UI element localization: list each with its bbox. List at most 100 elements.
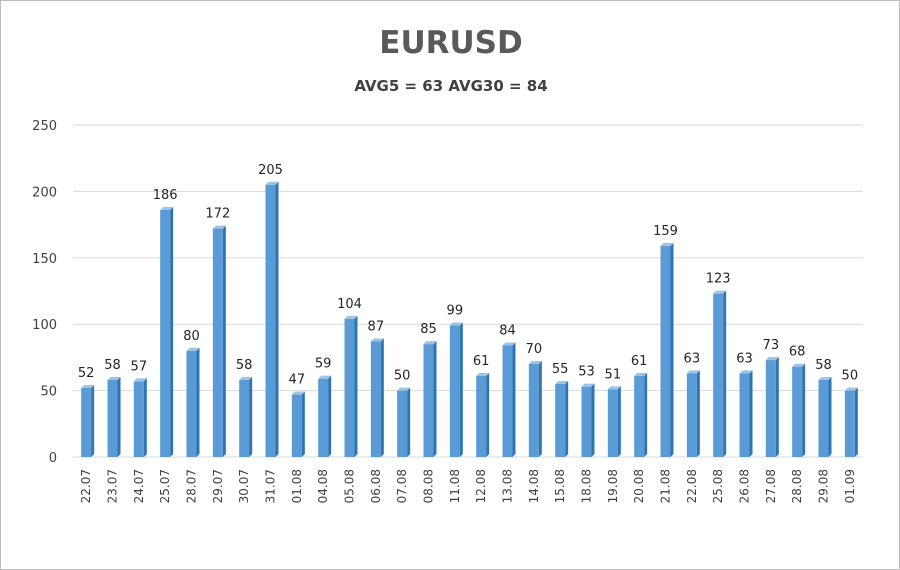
bar-side (617, 386, 621, 457)
x-tick-label: 05.08 (343, 469, 357, 503)
bar (239, 376, 253, 457)
bar (397, 387, 411, 457)
y-tick-label: 50 (40, 385, 57, 400)
bar-side (854, 387, 858, 457)
bar-side (802, 363, 806, 457)
x-tick-label: 25.07 (158, 469, 172, 503)
bar-front (186, 350, 197, 457)
bar-side (749, 370, 753, 457)
x-tick-label: 28.08 (790, 469, 804, 503)
bar-top (133, 378, 147, 382)
bar-front (476, 375, 487, 457)
x-tick-label: 27.08 (764, 469, 778, 503)
x-tick-label: 22.08 (685, 469, 699, 503)
data-label: 205 (258, 163, 283, 178)
bar (634, 372, 648, 457)
bar-front (792, 366, 803, 457)
bar-top (502, 342, 516, 346)
bar-top (528, 361, 542, 365)
bar (107, 376, 121, 457)
bar-top (186, 347, 200, 351)
y-tick-label: 100 (32, 318, 57, 333)
data-label: 58 (815, 358, 832, 373)
bar-top (423, 341, 437, 345)
data-label: 87 (368, 319, 385, 334)
bar-side (644, 372, 648, 457)
bar-front (291, 394, 302, 457)
bar-front (81, 387, 92, 457)
bar-side (407, 387, 411, 457)
x-tick-label: 12.08 (474, 469, 488, 503)
data-label: 61 (631, 354, 648, 369)
x-tick-label: 15.08 (553, 469, 567, 503)
bar-side (696, 370, 700, 457)
bar-front (239, 379, 250, 457)
bar-front (133, 381, 144, 457)
x-tick-label: 29.08 (817, 469, 831, 503)
bar-front (423, 344, 434, 457)
x-tick-label: 26.08 (738, 469, 752, 503)
bar (476, 372, 490, 457)
bar-top (555, 380, 569, 384)
bar-side (538, 361, 542, 457)
bar (81, 384, 95, 457)
data-label: 70 (526, 342, 543, 357)
x-tick-label: 25.08 (711, 469, 725, 503)
x-tick-label: 06.08 (369, 469, 383, 503)
bar (265, 181, 279, 457)
bar (844, 387, 858, 457)
data-label: 99 (447, 304, 464, 319)
bar-top (765, 357, 779, 361)
bar (792, 363, 806, 457)
data-label: 104 (337, 297, 362, 312)
bar-front (765, 360, 776, 457)
data-label: 55 (552, 362, 569, 377)
data-label: 73 (763, 338, 780, 353)
data-label: 53 (578, 365, 595, 380)
x-tick-label: 30.07 (237, 469, 251, 503)
bar-top (370, 338, 384, 342)
x-tick-label: 22.07 (79, 469, 93, 503)
bar (370, 338, 384, 457)
bar-side (222, 225, 226, 457)
bar-side (275, 181, 279, 457)
bar-side (91, 384, 95, 457)
bar-side (143, 378, 147, 457)
y-tick-label: 250 (32, 119, 57, 134)
bar (660, 242, 674, 457)
bar (344, 315, 358, 457)
bar-side (249, 376, 253, 457)
data-label: 63 (684, 351, 701, 366)
x-tick-label: 21.08 (659, 469, 673, 503)
chart-subtitle: AVG5 = 63 AVG30 = 84 (354, 77, 548, 95)
x-tick-label: 28.07 (185, 469, 199, 503)
x-tick-label: 19.08 (606, 469, 620, 503)
bar-top (818, 376, 832, 380)
x-tick-label: 13.08 (501, 469, 515, 503)
bar-top (660, 242, 674, 246)
bar-top (581, 383, 595, 387)
bar-top (449, 322, 463, 326)
bar-top (634, 372, 648, 376)
bar-top (265, 181, 279, 185)
bar (133, 378, 147, 457)
data-label: 80 (183, 329, 200, 344)
bar-front (318, 378, 329, 457)
bar (739, 370, 753, 457)
bar-front (265, 184, 276, 457)
bar (555, 380, 569, 457)
bar-top (107, 376, 121, 380)
data-label: 84 (499, 323, 516, 338)
bar-top (607, 386, 621, 390)
bar-top (291, 391, 305, 395)
bar-top (160, 206, 174, 210)
data-label: 123 (706, 272, 731, 287)
bar-front (686, 373, 697, 457)
y-tick-label: 150 (32, 252, 57, 267)
y-tick-label: 200 (32, 185, 57, 200)
bar-front (555, 383, 566, 457)
bar (765, 357, 779, 457)
y-tick-label: 0 (49, 451, 57, 466)
bar (581, 383, 595, 457)
